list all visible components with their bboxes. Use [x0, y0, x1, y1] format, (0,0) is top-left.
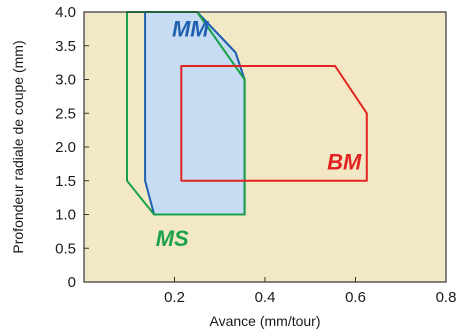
region-label-mm: MM — [172, 17, 209, 42]
region-labels: MM MS BM — [156, 17, 362, 251]
y-tick-label: 1.5 — [55, 173, 76, 190]
regions — [126, 11, 368, 216]
x-tick-label: 0.2 — [164, 289, 185, 306]
x-tick-label: 0.4 — [255, 289, 276, 306]
y-tick-label: 4.0 — [55, 4, 76, 21]
y-tick-label: 2.0 — [55, 139, 76, 156]
y-tick-label: 2.5 — [55, 105, 76, 122]
y-tick-label: 3.0 — [55, 72, 76, 89]
region-label-bm: BM — [327, 150, 362, 175]
region-label-ms: MS — [156, 226, 189, 251]
x-tick-label: 0.6 — [345, 289, 366, 306]
x-axis-label: Avance (mm/tour) — [210, 313, 321, 329]
y-tick-label: 1.0 — [55, 207, 76, 224]
y-tick-label: 0 — [68, 274, 76, 291]
x-axis-ticks: 0.2 0.4 0.6 0.8 — [164, 277, 456, 306]
region-bm — [180, 65, 368, 182]
y-tick-label: 3.5 — [55, 38, 76, 55]
x-tick-label: 0.8 — [436, 289, 457, 306]
plot-area — [84, 12, 446, 282]
y-axis-ticks: 0 0.5 1.0 1.5 2.0 2.5 3.0 3.5 4.0 — [55, 4, 89, 291]
y-axis-label: Profondeur radiale de coupe (mm) — [10, 40, 26, 253]
y-tick-label: 0.5 — [55, 240, 76, 257]
region-ms — [126, 11, 246, 216]
